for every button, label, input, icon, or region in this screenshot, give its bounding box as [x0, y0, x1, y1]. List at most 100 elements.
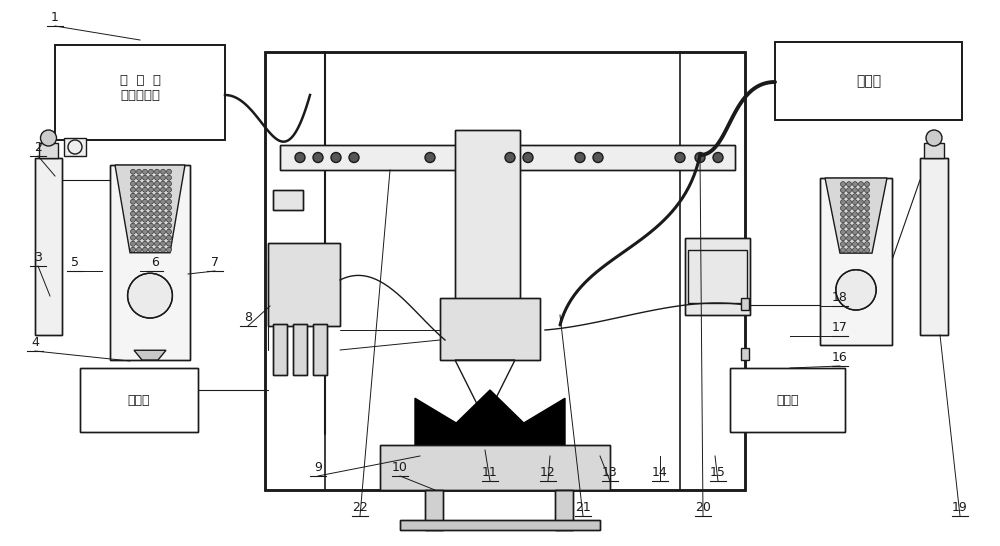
Circle shape	[166, 235, 172, 240]
Circle shape	[331, 152, 341, 163]
Circle shape	[154, 211, 160, 216]
Circle shape	[136, 169, 142, 174]
Text: 12: 12	[540, 466, 556, 479]
Circle shape	[852, 212, 858, 217]
Bar	[741, 348, 749, 360]
Circle shape	[852, 200, 858, 205]
Circle shape	[160, 169, 166, 174]
Circle shape	[846, 224, 852, 229]
Bar	[280, 145, 735, 170]
Circle shape	[313, 152, 323, 163]
Circle shape	[858, 248, 864, 253]
Circle shape	[130, 193, 136, 198]
Text: 1: 1	[51, 11, 59, 24]
Text: 13: 13	[602, 466, 618, 479]
Circle shape	[840, 188, 846, 193]
Circle shape	[864, 206, 870, 211]
Circle shape	[154, 235, 160, 240]
Circle shape	[148, 169, 154, 174]
Circle shape	[136, 187, 142, 192]
Text: 21: 21	[575, 501, 591, 514]
Circle shape	[143, 241, 148, 246]
Polygon shape	[134, 350, 166, 360]
Circle shape	[148, 193, 154, 198]
Circle shape	[166, 205, 172, 210]
Circle shape	[858, 188, 864, 193]
Circle shape	[852, 206, 858, 211]
Bar	[80, 368, 198, 432]
Circle shape	[160, 211, 166, 216]
Circle shape	[130, 187, 136, 192]
Circle shape	[160, 229, 166, 234]
Circle shape	[148, 205, 154, 210]
Circle shape	[575, 152, 585, 163]
Circle shape	[166, 247, 172, 252]
Circle shape	[858, 206, 864, 211]
Circle shape	[840, 236, 846, 241]
Circle shape	[143, 169, 148, 174]
Circle shape	[136, 175, 142, 180]
Circle shape	[136, 229, 142, 234]
Circle shape	[425, 152, 435, 163]
Circle shape	[143, 199, 148, 204]
Circle shape	[143, 181, 148, 186]
Bar	[268, 243, 340, 325]
Text: 9: 9	[314, 461, 322, 474]
Circle shape	[136, 235, 142, 240]
Circle shape	[864, 236, 870, 241]
Bar	[425, 490, 443, 530]
Circle shape	[836, 270, 876, 310]
Circle shape	[166, 187, 172, 192]
Bar	[293, 323, 307, 375]
Circle shape	[143, 211, 148, 216]
Circle shape	[864, 218, 870, 223]
Circle shape	[166, 169, 172, 174]
Bar	[555, 490, 573, 530]
Circle shape	[130, 223, 136, 228]
Polygon shape	[115, 165, 185, 253]
Bar	[273, 323, 287, 375]
Circle shape	[840, 206, 846, 211]
Bar	[920, 158, 948, 335]
Circle shape	[858, 224, 864, 229]
Circle shape	[130, 217, 136, 222]
Circle shape	[130, 229, 136, 234]
Circle shape	[154, 187, 160, 192]
Circle shape	[593, 152, 603, 163]
Circle shape	[858, 218, 864, 223]
Circle shape	[154, 247, 160, 252]
Bar	[110, 165, 190, 360]
Text: 3: 3	[34, 251, 42, 264]
Bar	[440, 298, 540, 360]
Circle shape	[148, 175, 154, 180]
Circle shape	[846, 218, 852, 223]
Bar	[265, 52, 745, 490]
Circle shape	[130, 205, 136, 210]
Circle shape	[148, 217, 154, 222]
Circle shape	[864, 194, 870, 199]
Text: 10: 10	[392, 461, 408, 474]
Bar	[741, 298, 749, 310]
Circle shape	[130, 181, 136, 186]
Circle shape	[846, 188, 852, 193]
Bar	[313, 323, 327, 375]
Circle shape	[154, 193, 160, 198]
Circle shape	[852, 182, 858, 187]
Circle shape	[858, 194, 864, 199]
Text: 4: 4	[31, 336, 39, 349]
Text: 22: 22	[352, 501, 368, 514]
Circle shape	[143, 205, 148, 210]
Circle shape	[166, 199, 172, 204]
Circle shape	[128, 273, 172, 318]
Bar	[380, 445, 610, 490]
Circle shape	[846, 206, 852, 211]
Circle shape	[143, 223, 148, 228]
Circle shape	[136, 193, 142, 198]
Circle shape	[864, 230, 870, 235]
Text: 19: 19	[952, 501, 968, 514]
Circle shape	[864, 182, 870, 187]
Circle shape	[136, 211, 142, 216]
Circle shape	[160, 235, 166, 240]
Circle shape	[160, 187, 166, 192]
Circle shape	[166, 181, 172, 186]
